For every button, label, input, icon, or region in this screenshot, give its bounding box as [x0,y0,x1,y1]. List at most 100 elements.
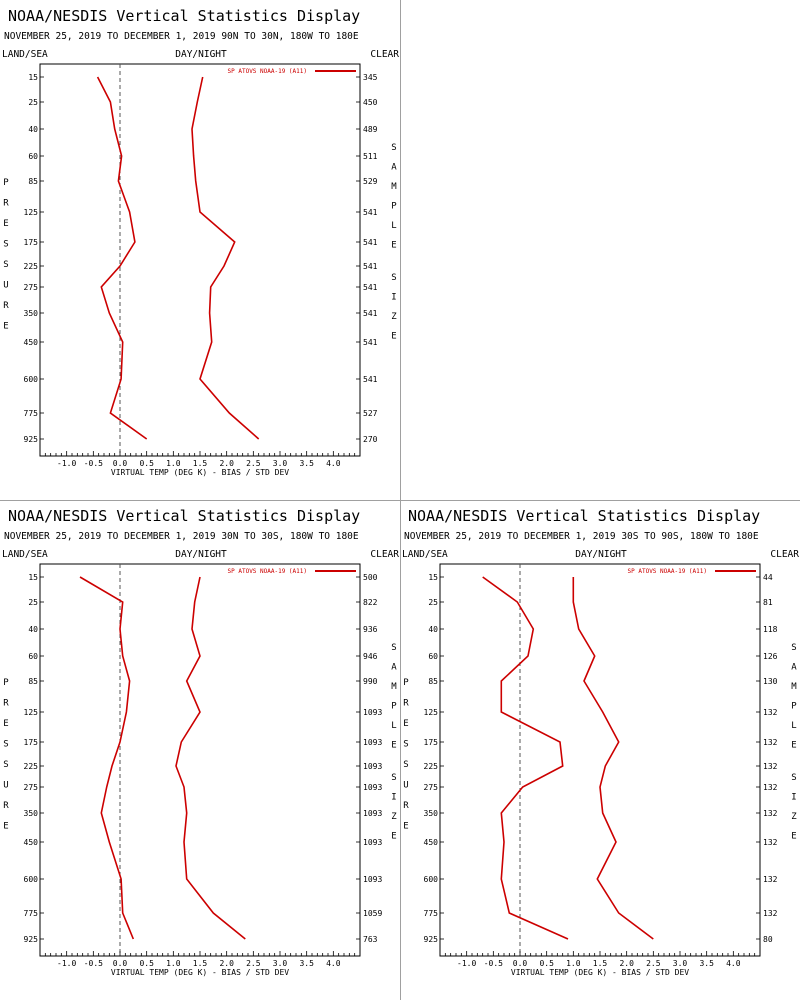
left-axis-letter: R [403,699,409,709]
sample-size-label: 132 [763,783,778,792]
series-line-std_dev [191,76,260,440]
sample-size-label: 946 [363,652,378,661]
left-axis-letter: E [3,322,8,332]
x-tick-label: 3.5 [299,959,314,968]
chart-subtitle: NOVEMBER 25, 2019 TO DECEMBER 1, 2019 30… [404,531,759,542]
sample-size-label: 541 [363,338,378,347]
right-axis-letter: P [391,202,397,212]
sample-size-label: 132 [763,809,778,818]
pressure-level-label: 60 [428,652,438,661]
x-tick-label: 2.0 [219,459,234,468]
pressure-level-label: 25 [28,598,38,607]
sample-size-label: 118 [763,625,778,634]
sample-size-label: 527 [363,409,378,418]
x-tick-label: 4.0 [326,459,341,468]
chart-panel-30n-30s: NOAA/NESDIS Vertical Statistics Display N… [0,500,400,1000]
pressure-level-label: 450 [24,838,39,847]
right-axis-letter: E [791,832,796,842]
left-axis-letter: R [3,301,9,311]
sample-size-label: 1059 [363,909,382,918]
x-tick-label: 1.5 [593,959,608,968]
sample-size-label: 126 [763,652,778,661]
pressure-level-label: 60 [28,652,38,661]
x-tick-label: 3.0 [273,959,288,968]
sample-size-label: 132 [763,875,778,884]
header-day-night: DAY/NIGHT [175,49,227,60]
pressure-level-label: 225 [24,262,39,271]
left-axis-letter: P [403,678,409,688]
right-axis-letter: S [391,273,396,283]
pressure-level-label: 85 [428,677,438,686]
x-tick-label: 3.5 [299,459,314,468]
sample-size-label: 450 [363,98,378,107]
pressure-level-label: 925 [24,935,39,944]
pressure-level-label: 450 [424,838,439,847]
sample-size-label: 132 [763,838,778,847]
sample-size-label: 81 [763,598,773,607]
x-tick-label: 4.0 [726,959,741,968]
left-axis-letter: U [403,781,408,791]
pressure-level-label: 775 [24,909,39,918]
sample-size-label: 936 [363,625,378,634]
pressure-level-label: 225 [24,762,39,771]
sample-size-label: 270 [363,435,378,444]
chart-svg-30n-30s: NOAA/NESDIS Vertical Statistics Display N… [2,507,399,977]
pressure-level-label: 40 [28,625,38,634]
pressure-level-label: 275 [24,783,39,792]
sample-size-label: 990 [363,677,378,686]
right-axis-letter: P [391,702,397,712]
sample-size-label: 44 [763,573,773,582]
pressure-level-label: 775 [424,909,439,918]
pressure-level-label: 775 [24,409,39,418]
left-axis-letter: S [3,240,8,250]
x-tick-label: 3.0 [273,459,288,468]
left-axis-letter: R [3,801,9,811]
right-axis-letter: I [391,793,396,803]
x-tick-label: 3.0 [673,959,688,968]
sample-size-label: 511 [363,152,378,161]
sample-size-label: 763 [363,935,378,944]
x-tick-label: 2.5 [246,459,261,468]
sample-size-label: 822 [363,598,378,607]
x-tick-label: 0.5 [139,459,154,468]
left-axis-letter: R [3,699,9,709]
x-tick-label: 1.0 [566,959,581,968]
pressure-level-label: 15 [28,573,38,582]
pressure-level-label: 925 [424,935,439,944]
pressure-level-label: 25 [28,98,38,107]
legend-label: SP ATOVS NOAA-19 (A11) [628,568,707,575]
series-line-std_dev [572,577,654,940]
sample-size-label: 541 [363,283,378,292]
sample-size-label: 80 [763,935,773,944]
pressure-level-label: 225 [424,762,439,771]
sample-size-label: 132 [763,762,778,771]
pressure-level-label: 60 [28,152,38,161]
sample-size-label: 489 [363,125,378,134]
pressure-level-label: 175 [424,738,439,747]
right-axis-letter: A [791,663,797,673]
x-tick-label: 2.0 [219,959,234,968]
x-tick-label: 2.5 [646,959,661,968]
right-axis-letter: S [391,643,396,653]
pressure-level-label: 175 [24,738,39,747]
right-axis-letter: S [791,643,796,653]
header-clear: CLEAR [370,49,399,60]
sample-size-label: 541 [363,262,378,271]
pressure-level-label: 40 [428,625,438,634]
header-land-sea: LAND/SEA [2,549,48,560]
sample-size-label: 1093 [363,809,382,818]
x-tick-label: -1.0 [457,959,476,968]
left-axis-letter: S [3,740,8,750]
left-axis-letter: S [3,260,8,270]
header-clear: CLEAR [370,549,399,560]
sample-size-label: 1093 [363,838,382,847]
pressure-level-label: 125 [24,708,39,717]
right-axis-letter: I [791,793,796,803]
chart-title: NOAA/NESDIS Vertical Statistics Display [8,507,360,525]
sample-size-label: 1093 [363,708,382,717]
x-tick-label: 2.5 [246,959,261,968]
x-tick-label: 1.0 [166,459,181,468]
